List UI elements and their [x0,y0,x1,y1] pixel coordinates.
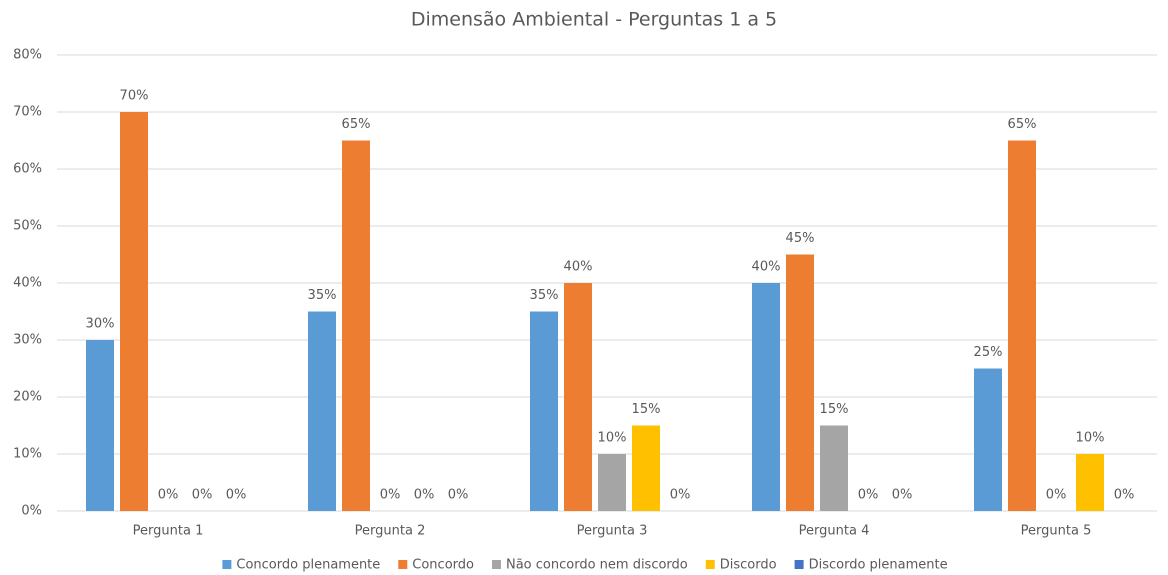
x-tick-label: Pergunta 2 [355,524,426,539]
legend-label: Concordo plenamente [236,558,380,573]
bar [820,425,848,511]
data-label: 40% [752,260,781,275]
data-label: 30% [86,317,115,332]
data-label: 0% [158,488,179,503]
y-tick-label: 70% [13,105,42,120]
y-tick-label: 0% [21,504,42,519]
legend-swatch [705,560,715,569]
data-label: 0% [448,488,469,503]
legend-swatch [491,560,501,569]
legend-label: Não concordo nem discordo [506,558,688,573]
x-tick-label: Pergunta 4 [799,524,870,539]
bar [752,283,780,511]
legend-label: Discordo [720,558,777,573]
data-label: 0% [1046,488,1067,503]
data-label: 40% [564,260,593,275]
bar [632,425,660,511]
data-label: 65% [342,117,371,132]
bar [120,112,148,511]
bar [1008,140,1036,511]
bar [530,311,558,511]
data-label: 0% [858,488,879,503]
y-tick-label: 50% [13,219,42,234]
y-tick-label: 10% [13,447,42,462]
data-label: 15% [820,402,849,417]
bar [786,254,814,511]
bar [598,454,626,511]
y-tick-label: 60% [13,162,42,177]
data-label: 0% [892,488,913,503]
y-tick-label: 80% [13,48,42,63]
legend-label: Concordo [412,558,474,573]
bar [564,283,592,511]
data-label: 35% [308,288,337,303]
y-tick-label: 40% [13,276,42,291]
data-label: 35% [530,288,559,303]
legend-swatch [222,560,232,569]
data-label: 0% [226,488,247,503]
y-tick-label: 20% [13,390,42,405]
legend-swatch [794,560,804,569]
bar [1076,454,1104,511]
x-tick-label: Pergunta 1 [133,524,204,539]
chart-title: Dimensão Ambiental - Perguntas 1 a 5 [411,9,777,31]
data-label: 25% [974,345,1003,360]
bar [86,340,114,511]
data-label: 0% [380,488,401,503]
data-label: 45% [786,231,815,246]
bar [342,140,370,511]
y-tick-label: 30% [13,333,42,348]
data-label: 10% [1076,431,1105,446]
data-label: 0% [414,488,435,503]
data-label: 65% [1008,117,1037,132]
x-tick-label: Pergunta 3 [577,524,648,539]
data-label: 15% [632,402,661,417]
data-label: 0% [192,488,213,503]
bar [974,368,1002,511]
data-label: 0% [1114,488,1135,503]
legend-label: Discordo plenamente [809,558,948,573]
data-label: 0% [670,488,691,503]
x-tick-label: Pergunta 5 [1021,524,1092,539]
data-label: 70% [120,89,149,104]
data-label: 10% [598,431,627,446]
bar [308,311,336,511]
legend-swatch [398,560,408,569]
